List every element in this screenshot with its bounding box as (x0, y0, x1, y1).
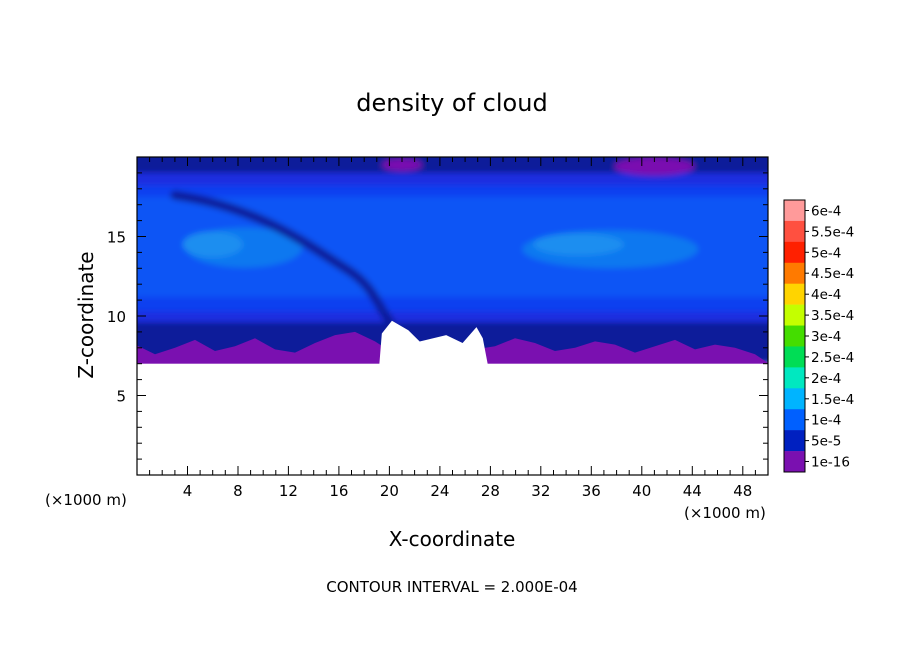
x-unit-label-left: (×1000 m) (45, 491, 127, 509)
x-tick-label: 12 (279, 482, 298, 500)
y-axis: 5 10 15 (107, 172, 768, 460)
colorbar-label: 4.5e-4 (811, 266, 854, 282)
colorbar-label: 5.5e-4 (811, 224, 854, 240)
x-tick-label: 32 (531, 482, 550, 500)
colorbar-swatch (784, 283, 805, 305)
colorbar-swatch (784, 388, 805, 410)
colorbar-label: 1e-16 (811, 455, 850, 471)
colorbar-swatch (784, 367, 805, 389)
x-tick-label: 8 (233, 482, 243, 500)
x-unit-label-right: (×1000 m) (684, 504, 766, 522)
cloud-density-field (137, 157, 768, 475)
x-tick-label: 44 (683, 482, 702, 500)
field-top-patch (614, 157, 695, 176)
colorbar-label: 2e-4 (811, 371, 841, 387)
colorbar-label: 3.5e-4 (811, 308, 854, 324)
field-clear-region (137, 363, 768, 475)
x-tick-label: 20 (380, 482, 399, 500)
x-tick-label: 48 (733, 482, 752, 500)
colorbar-label: 3e-4 (811, 329, 841, 345)
y-tick-label: 5 (116, 388, 126, 406)
colorbar-label: 6e-4 (811, 204, 841, 220)
field-layers (137, 157, 768, 364)
field-filament (170, 190, 401, 334)
x-tick-label: 40 (632, 482, 651, 500)
colorbar-label: 1.5e-4 (811, 392, 854, 408)
x-tick-label: 16 (329, 482, 348, 500)
colorbar-swatch (784, 430, 805, 452)
plot-area (137, 157, 768, 475)
colorbar-swatch (784, 200, 805, 222)
colorbar-swatch (784, 451, 805, 473)
colorbar-swatch (784, 241, 805, 264)
colorbar-label: 1e-4 (811, 413, 841, 429)
x-axis-label: X-coordinate (389, 527, 516, 551)
x-tick-label: 24 (430, 482, 449, 500)
contour-interval-label: CONTOUR INTERVAL = 2.000E-04 (326, 578, 577, 596)
chart-title: density of cloud (356, 89, 547, 117)
colorbar-swatch (784, 325, 805, 347)
colorbar-swatch (784, 262, 805, 284)
x-tick-label: 36 (582, 482, 601, 500)
colorbar-label: 5e-4 (811, 245, 841, 261)
y-axis-label: Z-coordinate (74, 251, 98, 378)
colorbar-label: 5e-5 (811, 434, 841, 450)
y-tick-label: 10 (107, 308, 126, 326)
field-lower-band (137, 322, 768, 345)
colorbar-label: 2.5e-4 (811, 350, 854, 366)
colorbar-swatch (784, 304, 805, 326)
x-tick-label: 28 (481, 482, 500, 500)
colorbar: 6e-4 5.5e-4 5e-4 4.5e-4 4e-4 3.5e-4 3e-4 2.5e-4… (783, 199, 854, 473)
y-tick-label: 15 (107, 229, 126, 247)
colorbar-swatch (784, 409, 805, 431)
field-clear-gap (379, 320, 488, 365)
field-level-6 (533, 233, 624, 256)
colorbar-swatch (784, 346, 805, 368)
field-top-band (137, 157, 768, 170)
x-tick-label: 4 (183, 482, 193, 500)
field-top-patch (382, 158, 423, 171)
x-axis: 4 8 12 16 20 24 28 32 36 40 44 48 (149, 157, 756, 500)
colorbar-swatch (784, 220, 805, 243)
colorbar-label: 4e-4 (811, 287, 841, 303)
field-level-6 (182, 231, 243, 258)
